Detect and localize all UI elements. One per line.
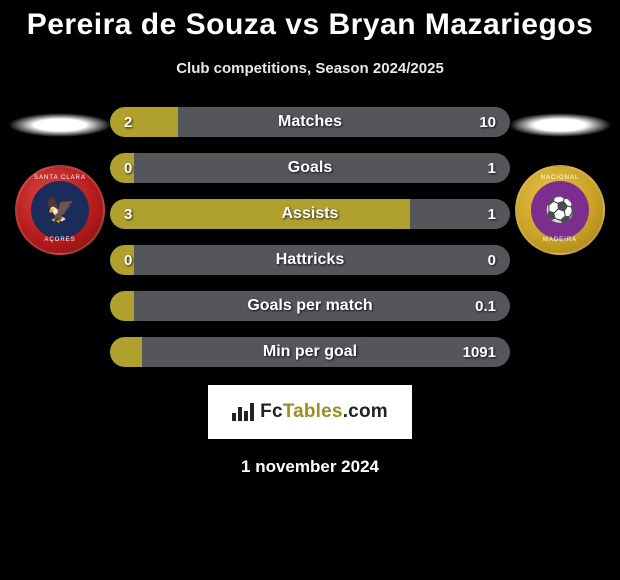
stat-value-left: 0: [124, 153, 132, 183]
brand-fc: Fc: [260, 401, 283, 422]
club-logo-right: NACIONAL ⚽ MADEIRA: [515, 165, 605, 255]
stat-value-right: 0: [488, 245, 496, 275]
main-row: SANTA CLARA 🦅 AÇORES NACIONAL ⚽ MADEIRA …: [0, 107, 620, 367]
stat-bars: Matches210Goals01Assists31Hattricks00Goa…: [110, 107, 510, 383]
stat-label: Goals: [110, 153, 510, 183]
subtitle: Club competitions, Season 2024/2025: [0, 60, 620, 77]
club-logo-left: SANTA CLARA 🦅 AÇORES: [15, 165, 105, 255]
club-crest-right: ⚽: [531, 181, 589, 239]
stat-value-right: 1: [488, 199, 496, 229]
stat-value-right: 1: [488, 153, 496, 183]
brand-text: FcTables.com: [260, 401, 388, 423]
stat-label: Goals per match: [110, 291, 510, 321]
stat-label: Matches: [110, 107, 510, 137]
stat-value-left: 3: [124, 199, 132, 229]
stat-bar: Hattricks0 0: [110, 245, 510, 275]
stat-value-right: 0.1: [475, 291, 496, 321]
stat-bar: Goals0 1: [110, 153, 510, 183]
stat-bar: Min per goal1091: [110, 337, 510, 367]
brand-com: .com: [343, 401, 388, 422]
stat-value-left: 0: [124, 245, 132, 275]
stat-bar: Goals per match0.1: [110, 291, 510, 321]
stat-label: Hattricks: [110, 245, 510, 275]
club-band-bottom-left: AÇORES: [44, 237, 75, 243]
player-photo-placeholder-left: [8, 113, 112, 137]
stat-value-right: 10: [479, 107, 496, 137]
player-right-column: NACIONAL ⚽ MADEIRA: [500, 107, 620, 255]
stat-bar: Assists3 1: [110, 199, 510, 229]
player-left-column: SANTA CLARA 🦅 AÇORES: [0, 107, 120, 255]
brand-chart-icon: [232, 403, 254, 421]
stat-value-left: 2: [124, 107, 132, 137]
club-band-bottom-right: MADEIRA: [543, 237, 577, 243]
page-title: Pereira de Souza vs Bryan Mazariegos: [0, 8, 620, 42]
date-label: 1 november 2024: [0, 457, 620, 477]
stat-label: Assists: [110, 199, 510, 229]
comparison-infographic: Pereira de Souza vs Bryan Mazariegos Clu…: [0, 0, 620, 580]
stat-label: Min per goal: [110, 337, 510, 367]
stat-bar: Matches2 10: [110, 107, 510, 137]
brand-tables: Tables: [283, 401, 343, 422]
player-photo-placeholder-right: [508, 113, 612, 137]
stat-value-right: 1091: [463, 337, 496, 367]
brand-badge: FcTables.com: [208, 385, 412, 439]
club-crest-left: 🦅: [31, 181, 89, 239]
